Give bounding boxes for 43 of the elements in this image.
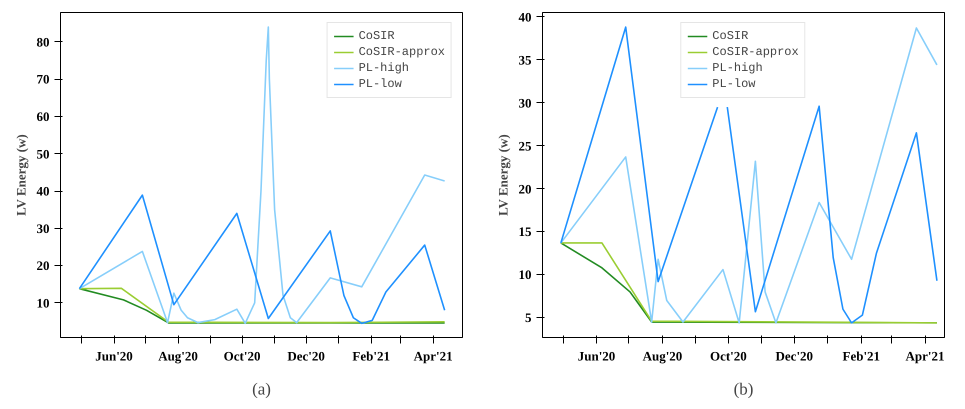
x-tick-label: Apr'21 [906,348,945,364]
x-tick-label: Aug'20 [642,348,682,364]
line-series [560,242,938,324]
legend-label: CoSIR [358,29,395,43]
x-tick-label: Oct'20 [710,348,747,364]
y-tick-label: 60 [36,108,50,124]
y-tick-label: 10 [518,267,532,282]
legend-label: CoSIR [712,29,748,43]
y-tick-label: 5 [525,310,532,326]
y-tick-label: 20 [518,181,532,196]
x-tick-label: Dec'20 [776,348,814,364]
y-tick-label: 30 [518,95,532,110]
legend-label: PL-low [358,77,402,91]
x-tick-label: Aug'20 [158,348,198,364]
x-tick-label: Jun'20 [578,348,616,364]
y-tick-label: 40 [36,184,50,199]
y-tick-label: 10 [36,295,50,310]
x-tick-label: Feb'21 [352,348,390,364]
line-series [78,194,446,324]
y-tick-label: 40 [518,9,532,24]
y-tick-label: 35 [518,52,532,68]
legend-label: CoSIR-approx [712,45,799,59]
y-tick-label: 25 [518,138,532,154]
y-tick-label: 50 [36,146,50,162]
y-tick-label: 15 [518,224,532,240]
y-axis-title: LV Energy (w) [496,134,510,216]
legend-label: PL-high [358,61,409,75]
line-series [78,26,446,324]
x-tick-label: Dec'20 [287,348,325,364]
y-tick-label: 80 [36,34,50,50]
legend-label: PL-low [712,77,756,91]
y-tick-label: 30 [36,220,50,236]
x-tick-label: Apr'21 [414,348,453,364]
y-tick-label: 20 [36,258,50,274]
y-tick-label: 70 [36,72,50,87]
legend-label: PL-high [712,61,763,75]
legend-label: CoSIR-approx [358,45,445,59]
x-tick-label: Jun'20 [95,348,133,364]
text: (b) [734,380,754,398]
y-axis-title: LV Energy (w) [14,134,28,216]
x-tick-label: Oct'20 [224,348,260,364]
x-tick-label: Feb'21 [842,348,880,364]
text: (a) [252,380,271,398]
